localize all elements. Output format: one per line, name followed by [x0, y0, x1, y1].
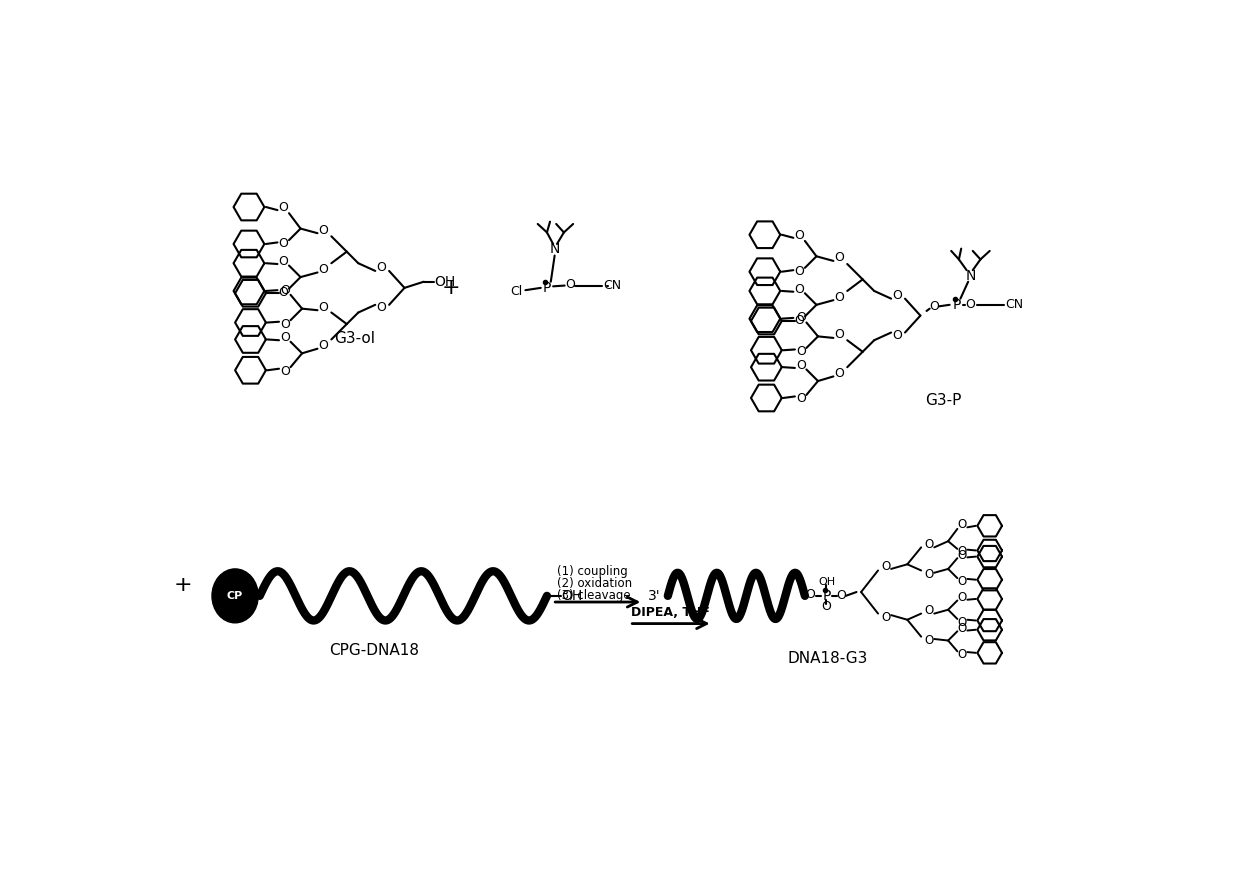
Text: DNA18-G3: DNA18-G3 [787, 650, 868, 666]
Text: +: + [441, 278, 460, 298]
Text: P: P [822, 589, 831, 603]
Text: O: O [319, 224, 329, 237]
Text: OH: OH [818, 577, 835, 587]
Text: O: O [795, 266, 805, 278]
Text: O: O [957, 622, 967, 634]
Text: N: N [549, 242, 559, 257]
Text: OH: OH [560, 589, 583, 603]
Text: CPG-DNA18: CPG-DNA18 [329, 643, 419, 658]
Text: P: P [952, 298, 961, 312]
Text: P: P [543, 281, 551, 295]
Text: CP: CP [227, 591, 243, 601]
Text: O: O [280, 283, 290, 297]
Text: O: O [835, 290, 844, 304]
Text: O: O [279, 238, 289, 250]
Text: O: O [882, 611, 890, 624]
Text: O: O [280, 331, 290, 345]
Text: O: O [319, 339, 329, 352]
Text: G3-ol: G3-ol [334, 331, 374, 347]
Text: N: N [965, 268, 976, 282]
Text: O: O [957, 575, 967, 588]
Text: O: O [924, 568, 934, 581]
Text: O: O [966, 298, 976, 311]
Text: CN: CN [1006, 298, 1023, 311]
Text: O: O [957, 545, 967, 559]
Text: O: O [796, 346, 806, 358]
Text: O: O [924, 538, 934, 551]
Text: OH: OH [434, 274, 455, 289]
Text: O: O [377, 301, 387, 315]
Text: O: O [795, 314, 805, 327]
Text: O: O [924, 604, 934, 617]
Text: (1) coupling: (1) coupling [557, 566, 627, 578]
Text: O: O [377, 261, 387, 274]
Text: O: O [957, 591, 967, 604]
Text: O: O [957, 549, 967, 561]
Text: O: O [795, 229, 805, 242]
Text: O: O [893, 329, 903, 342]
Text: O: O [796, 359, 806, 372]
Text: O: O [795, 283, 805, 296]
Text: DIPEA, THF: DIPEA, THF [631, 606, 711, 618]
Text: O: O [805, 588, 815, 601]
Text: O: O [279, 286, 289, 299]
Text: O: O [929, 300, 939, 313]
Text: O: O [924, 634, 934, 647]
Text: O: O [319, 300, 329, 314]
Text: O: O [280, 317, 290, 331]
Text: O: O [280, 364, 290, 378]
Text: O: O [836, 589, 846, 602]
Text: O: O [565, 277, 575, 290]
Text: O: O [835, 329, 844, 341]
Text: O: O [957, 648, 967, 661]
Text: O: O [882, 560, 890, 573]
Text: +: + [174, 575, 192, 595]
Text: O: O [279, 201, 289, 215]
Text: O: O [835, 367, 844, 380]
Text: (3) cleavage: (3) cleavage [557, 589, 631, 601]
Ellipse shape [212, 569, 258, 623]
Text: Cl: Cl [510, 285, 522, 298]
Text: O: O [796, 392, 806, 405]
Text: O: O [279, 255, 289, 268]
Text: O: O [893, 289, 903, 302]
Text: O: O [957, 616, 967, 628]
Text: O: O [319, 263, 329, 276]
Text: G3-P: G3-P [925, 393, 962, 408]
Text: 3': 3' [649, 589, 661, 603]
Text: (2) oxidation: (2) oxidation [557, 577, 632, 590]
Text: O: O [835, 251, 844, 265]
Text: O: O [957, 518, 967, 531]
Text: O: O [796, 311, 806, 324]
Text: O: O [822, 601, 831, 613]
Text: CN: CN [604, 279, 621, 292]
